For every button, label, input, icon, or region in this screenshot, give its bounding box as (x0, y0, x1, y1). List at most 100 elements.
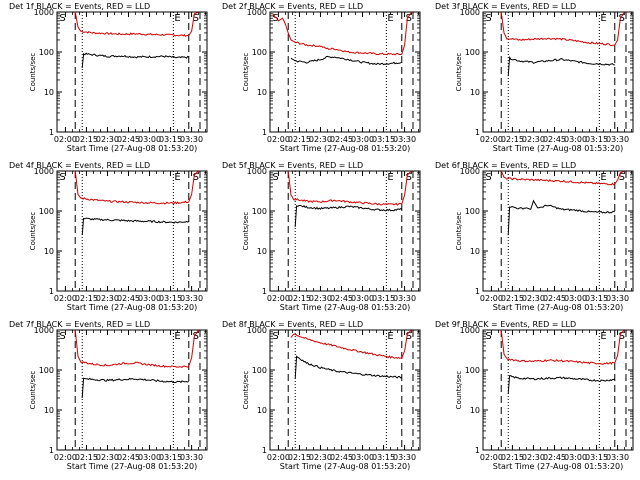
x-tick-label: 02:00 (480, 135, 503, 144)
x-tick-label: 02:45 (543, 135, 566, 144)
events-series-line (81, 52, 190, 68)
x-tick-label: 02:30 (96, 135, 119, 144)
x-tick-label: 03:15 (159, 135, 182, 144)
y-tick-label: 1000 (34, 326, 54, 335)
marker-s: S (59, 331, 65, 342)
y-tick-label: 1 (49, 446, 54, 455)
x-axis-label: Start Time (27-Aug-08 01:53:20) (67, 462, 198, 471)
y-axis-label: Counts/sec (455, 212, 463, 251)
panel-title: Det 1f BLACK = Events, RED = LLD (9, 2, 150, 11)
marker-s: S (406, 13, 412, 24)
x-axis-label: Start Time (27-Aug-08 01:53:20) (280, 144, 411, 153)
events-series-line (507, 199, 616, 236)
y-tick-label: 100 (252, 366, 267, 375)
detector-panel: Det 8f BLACK = Events, RED = LLD 1 10 100 10… (222, 320, 421, 471)
panel-title: Det 8f BLACK = Events, RED = LLD (222, 320, 363, 329)
x-tick-label: 03:30 (606, 135, 629, 144)
x-tick-label: 02:00 (267, 294, 290, 303)
marker-e: E (387, 172, 393, 183)
x-tick-label: 03:15 (159, 294, 182, 303)
x-tick-label: 02:00 (54, 453, 77, 462)
y-tick-label: 100 (465, 48, 480, 57)
x-tick-label: 02:00 (480, 294, 503, 303)
events-series-line (81, 377, 190, 399)
events-series-line (81, 217, 190, 236)
x-tick-label: 03:15 (372, 453, 395, 462)
marker-s: S (406, 172, 412, 183)
x-tick-label: 03:30 (180, 294, 203, 303)
panel-title: Det 3f BLACK = Events, RED = LLD (435, 2, 576, 11)
lld-series-line (290, 330, 412, 359)
detector-panel: Det 4f BLACK = Events, RED = LLD 1 10 100 10… (9, 161, 208, 312)
y-tick-label: 100 (39, 207, 54, 216)
y-tick-label: 10 (470, 88, 480, 97)
panel-title: Det 5f BLACK = Events, RED = LLD (222, 161, 363, 170)
x-tick-label: 03:15 (585, 135, 608, 144)
x-tick-label: 03:15 (372, 294, 395, 303)
marker-e: E (600, 172, 606, 183)
y-tick-label: 1000 (460, 8, 480, 17)
plot-frame (56, 11, 208, 133)
marker-s: S (272, 172, 278, 183)
marker-s: S (619, 13, 625, 24)
x-tick-label: 02:30 (309, 135, 332, 144)
x-tick-label: 02:15 (75, 135, 98, 144)
x-tick-label: 03:30 (606, 453, 629, 462)
y-tick-label: 10 (257, 406, 267, 415)
x-tick-label: 02:00 (480, 453, 503, 462)
x-axis-label: Start Time (27-Aug-08 01:53:20) (493, 144, 624, 153)
y-tick-label: 1000 (460, 167, 480, 176)
marker-s: S (485, 13, 491, 24)
plot-frame (482, 170, 634, 292)
plot-frame (269, 170, 421, 292)
x-tick-label: 02:45 (330, 453, 353, 462)
x-tick-label: 02:15 (288, 453, 311, 462)
x-axis-label: Start Time (27-Aug-08 01:53:20) (493, 303, 624, 312)
x-tick-label: 03:30 (606, 294, 629, 303)
x-tick-label: 02:45 (543, 453, 566, 462)
y-tick-label: 10 (44, 247, 54, 256)
panel-title: Det 9f BLACK = Events, RED = LLD (435, 320, 576, 329)
x-tick-label: 02:45 (330, 294, 353, 303)
x-tick-label: 03:15 (585, 294, 608, 303)
x-tick-label: 03:00 (138, 135, 161, 144)
x-tick-label: 02:15 (75, 294, 98, 303)
x-tick-label: 02:30 (96, 453, 119, 462)
marker-s: S (193, 172, 199, 183)
lld-series-line (272, 12, 413, 56)
x-tick-label: 03:00 (351, 294, 374, 303)
x-tick-label: 03:30 (393, 294, 416, 303)
lld-series-line (287, 171, 412, 206)
y-axis-label: Counts/sec (455, 371, 463, 410)
marker-e: E (174, 13, 180, 24)
plot-frame (56, 170, 208, 292)
marker-e: E (387, 331, 393, 342)
x-tick-label: 02:15 (501, 453, 524, 462)
marker-s: S (485, 172, 491, 183)
marker-s: S (485, 331, 491, 342)
x-tick-label: 02:15 (288, 294, 311, 303)
plot-frame (56, 329, 208, 451)
x-tick-label: 02:15 (501, 135, 524, 144)
y-tick-label: 10 (257, 88, 267, 97)
x-tick-label: 03:00 (351, 453, 374, 462)
y-tick-label: 1 (49, 287, 54, 296)
y-tick-label: 1 (262, 287, 267, 296)
x-tick-label: 03:30 (180, 453, 203, 462)
y-tick-label: 100 (252, 207, 267, 216)
y-tick-label: 1000 (460, 326, 480, 335)
marker-s: S (272, 13, 278, 24)
x-axis-label: Start Time (27-Aug-08 01:53:20) (280, 303, 411, 312)
panel-title: Det 4f BLACK = Events, RED = LLD (9, 161, 150, 170)
x-tick-label: 03:00 (564, 453, 587, 462)
x-tick-label: 02:45 (117, 135, 140, 144)
panel-title: Det 2f BLACK = Events, RED = LLD (222, 2, 363, 11)
lld-series-line (500, 12, 626, 47)
y-axis-label: Counts/sec (29, 53, 37, 92)
x-tick-label: 03:00 (564, 135, 587, 144)
x-tick-label: 02:15 (501, 294, 524, 303)
x-axis-label: Start Time (27-Aug-08 01:53:20) (67, 144, 198, 153)
x-tick-label: 02:15 (75, 453, 98, 462)
y-tick-label: 1 (262, 446, 267, 455)
